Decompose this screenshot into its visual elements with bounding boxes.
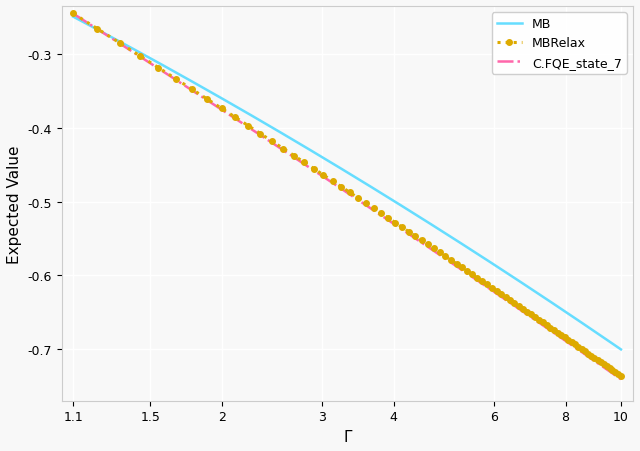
MBRelax: [591, 355, 598, 361]
MBRelax: [511, 300, 518, 306]
MB: [612, 343, 620, 349]
C.FQE_state_7: [461, 269, 468, 275]
MB: [573, 318, 581, 323]
C.FQE_state_7: [487, 287, 495, 293]
MBRelax: [447, 258, 455, 263]
Line: MBRelax: MBRelax: [70, 12, 624, 379]
MBRelax: [69, 12, 77, 17]
X-axis label: Γ: Γ: [343, 429, 351, 444]
Y-axis label: Expected Value: Expected Value: [7, 145, 22, 263]
MB: [461, 244, 468, 249]
MB: [463, 245, 471, 250]
Line: C.FQE_state_7: C.FQE_state_7: [73, 14, 621, 379]
MBRelax: [506, 298, 514, 303]
MB: [487, 260, 495, 266]
C.FQE_state_7: [573, 347, 581, 352]
Line: MB: MB: [73, 18, 621, 350]
MBRelax: [535, 317, 543, 322]
C.FQE_state_7: [506, 300, 514, 306]
MB: [506, 273, 514, 278]
C.FQE_state_7: [69, 12, 77, 17]
MBRelax: [617, 374, 625, 379]
C.FQE_state_7: [463, 271, 471, 276]
C.FQE_state_7: [617, 377, 625, 382]
MBRelax: [523, 309, 531, 314]
Legend: MB, MBRelax, C.FQE_state_7: MB, MBRelax, C.FQE_state_7: [492, 13, 627, 74]
MB: [617, 347, 625, 352]
C.FQE_state_7: [612, 373, 620, 378]
MB: [69, 15, 77, 20]
